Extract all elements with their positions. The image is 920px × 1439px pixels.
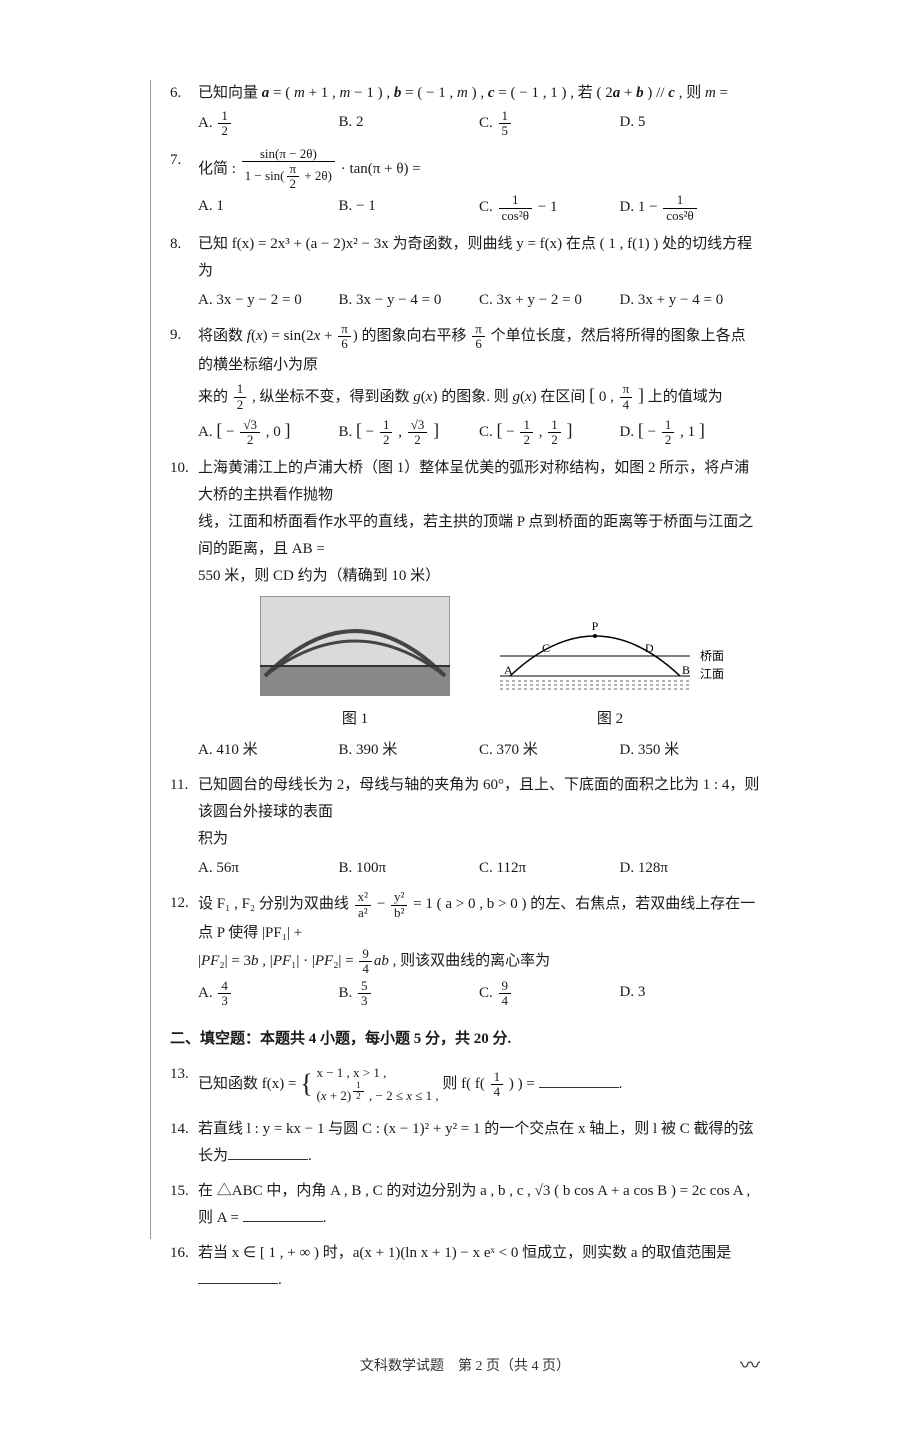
fig1-label: 图 1 bbox=[260, 706, 450, 733]
q8-stem: 已知 f(x) = 2x³ + (a − 2)x² − 3x 为奇函数，则曲线 … bbox=[198, 231, 760, 285]
q11-stem2: 积为 bbox=[198, 826, 760, 853]
label-C: C bbox=[542, 641, 550, 655]
q8-choice-a: A. 3x − y − 2 = 0 bbox=[198, 287, 339, 314]
label-A: A bbox=[504, 663, 513, 677]
bridge-diagram-icon: P C D 桥面 A B 江面 bbox=[490, 606, 730, 696]
q10-choice-c: C. 370 米 bbox=[479, 737, 620, 764]
q9-choice-a: A. [ − √32 , 0 ] bbox=[198, 414, 339, 447]
q12-choice-c: C. 94 bbox=[479, 979, 620, 1009]
q12-choice-b: B. 53 bbox=[339, 979, 480, 1009]
q10-choice-a: A. 410 米 bbox=[198, 737, 339, 764]
q6-choice-a: A. 12 bbox=[198, 109, 339, 139]
q9-choice-c: C. [ − 12 , 12 ] bbox=[479, 414, 620, 447]
fig2-label: 图 2 bbox=[490, 706, 730, 733]
question-6: 6. 已知向量 a = ( m + 1 , m − 1 ) , b = ( − … bbox=[170, 80, 760, 139]
q12-choice-a: A. 43 bbox=[198, 979, 339, 1009]
q8-num: 8. bbox=[170, 231, 198, 258]
page-footer: 文科数学试题 第 2 页（共 4 页） 〰 bbox=[170, 1354, 760, 1379]
q7-choice-b: B. − 1 bbox=[339, 193, 480, 223]
question-7: 7. 化简 : sin(π − 2θ)1 − sin(π2 + 2θ) · ta… bbox=[170, 147, 760, 223]
wave-icon: 〰 bbox=[740, 1348, 760, 1384]
q8-choice-c: C. 3x + y − 2 = 0 bbox=[479, 287, 620, 314]
question-14: 14. 若直线 l : y = kx − 1 与圆 C : (x − 1)² +… bbox=[170, 1116, 760, 1170]
q11-stem1: 已知圆台的母线长为 2，母线与轴的夹角为 60°，且上、下底面的面积之比为 1 … bbox=[198, 772, 760, 826]
q16-num: 16. bbox=[170, 1240, 198, 1267]
q9-num: 9. bbox=[170, 322, 198, 349]
section-2-title: 二、填空题：本题共 4 小题，每小题 5 分，共 20 分. bbox=[170, 1026, 760, 1053]
exam-page: 6. 已知向量 a = ( m + 1 , m − 1 ) , b = ( − … bbox=[0, 0, 920, 1439]
q13-case1: x − 1 , x > 1 , bbox=[316, 1065, 386, 1080]
q15-stem: 在 △ABC 中，内角 A , B , C 的对边分别为 a , b , c ,… bbox=[198, 1178, 760, 1232]
label-D: D bbox=[645, 641, 654, 655]
q11-choice-b: B. 100π bbox=[339, 855, 480, 882]
q7-frac-den: 1 − sin(π2 + 2θ) bbox=[242, 161, 335, 192]
q11-num: 11. bbox=[170, 772, 198, 799]
q9-choice-b: B. [ − 12 , √32 ] bbox=[339, 414, 480, 447]
q13-blank bbox=[539, 1072, 619, 1088]
q6-choice-d: D. 5 bbox=[620, 109, 761, 139]
question-16: 16. 若当 x ∈ [ 1 , + ∞ ) 时，a(x + 1)(ln x +… bbox=[170, 1240, 760, 1294]
q11-choice-a: A. 56π bbox=[198, 855, 339, 882]
q8-choice-b: B. 3x − y − 4 = 0 bbox=[339, 287, 480, 314]
q13-case2: (x + 2)12 , − 2 ≤ x ≤ 1 , bbox=[316, 1088, 438, 1103]
q9-stem1: 将函数 f(x) = sin(2x + π6) 的图象向右平移 π6 个单位长度… bbox=[198, 322, 760, 379]
q14-num: 14. bbox=[170, 1116, 198, 1143]
q7-choice-a: A. 1 bbox=[198, 193, 339, 223]
q13-stem: 已知函数 f(x) = { x − 1 , x > 1 , (x + 2)12 … bbox=[198, 1061, 760, 1108]
q7-lead: 化简 : bbox=[198, 160, 236, 176]
q6-num: 6. bbox=[170, 80, 198, 107]
q15-num: 15. bbox=[170, 1178, 198, 1205]
q12-num: 12. bbox=[170, 890, 198, 917]
q9-choice-d: D. [ − 12 , 1 ] bbox=[620, 414, 761, 447]
q12-stem2: |PF₂| = 3b , |PF₁| · |PF₂| = 94ab , 则该双曲… bbox=[198, 947, 760, 977]
question-15: 15. 在 △ABC 中，内角 A , B , C 的对边分别为 a , b ,… bbox=[170, 1178, 760, 1232]
figure-2: P C D 桥面 A B 江面 图 2 bbox=[490, 606, 730, 733]
q7-choice-d: D. 1 − 1cos²θ bbox=[620, 193, 761, 223]
q7-frac-num: sin(π − 2θ) bbox=[242, 147, 335, 161]
q13-num: 13. bbox=[170, 1061, 198, 1088]
q8-choice-d: D. 3x + y − 4 = 0 bbox=[620, 287, 761, 314]
q10-figures: 图 1 P C D 桥面 A B 江面 bbox=[260, 596, 760, 733]
question-12: 12. 设 F₁ , F₂ 分别为双曲线 x²a² − y²b² = 1 ( a… bbox=[170, 890, 760, 1008]
q10-choice-b: B. 390 米 bbox=[339, 737, 480, 764]
question-9: 9. 将函数 f(x) = sin(2x + π6) 的图象向右平移 π6 个单… bbox=[170, 322, 760, 447]
q6-choice-c: C. 15 bbox=[479, 109, 620, 139]
question-10: 10. 上海黄浦江上的卢浦大桥（图 1）整体呈优美的弧形对称结构，如图 2 所示… bbox=[170, 455, 760, 764]
q7-num: 7. bbox=[170, 147, 198, 174]
q14-stem: 若直线 l : y = kx − 1 与圆 C : (x − 1)² + y² … bbox=[198, 1116, 760, 1170]
q10-choice-d: D. 350 米 bbox=[620, 737, 761, 764]
q6-choice-b: B. 2 bbox=[339, 109, 480, 139]
label-jiang: 江面 bbox=[700, 667, 724, 681]
q10-stem3: 550 米，则 CD 约为（精确到 10 米） bbox=[198, 563, 760, 590]
q16-blank bbox=[198, 1268, 278, 1284]
q11-choice-c: C. 112π bbox=[479, 855, 620, 882]
q10-stem1: 上海黄浦江上的卢浦大桥（图 1）整体呈优美的弧形对称结构，如图 2 所示，将卢浦… bbox=[198, 455, 760, 509]
footer-text: 文科数学试题 第 2 页（共 4 页） bbox=[360, 1359, 570, 1374]
q12-choice-d: D. 3 bbox=[620, 979, 761, 1009]
label-P: P bbox=[592, 619, 599, 633]
q10-num: 10. bbox=[170, 455, 198, 482]
label-B: B bbox=[682, 663, 690, 677]
question-8: 8. 已知 f(x) = 2x³ + (a − 2)x² − 3x 为奇函数，则… bbox=[170, 231, 760, 314]
question-11: 11. 已知圆台的母线长为 2，母线与轴的夹角为 60°，且上、下底面的面积之比… bbox=[170, 772, 760, 882]
q15-blank bbox=[243, 1206, 323, 1222]
q14-blank bbox=[228, 1144, 308, 1160]
q7-tail: · tan(π + θ) = bbox=[341, 160, 421, 176]
q7-stem: 化简 : sin(π − 2θ)1 − sin(π2 + 2θ) · tan(π… bbox=[198, 147, 760, 192]
figure-1: 图 1 bbox=[260, 596, 450, 733]
q11-choice-d: D. 128π bbox=[620, 855, 761, 882]
label-qiao: 桥面 bbox=[700, 649, 724, 663]
question-13: 13. 已知函数 f(x) = { x − 1 , x > 1 , (x + 2… bbox=[170, 1061, 760, 1108]
q16-stem: 若当 x ∈ [ 1 , + ∞ ) 时，a(x + 1)(ln x + 1) … bbox=[198, 1240, 760, 1294]
left-margin-rule bbox=[150, 80, 151, 1239]
q9-stem2: 来的 12 , 纵坐标不变，得到函数 g(x) 的图象. 则 g(x) 在区间 … bbox=[198, 379, 760, 412]
q6-stem: 已知向量 a = ( m + 1 , m − 1 ) , b = ( − 1 ,… bbox=[198, 80, 760, 107]
q12-stem1: 设 F₁ , F₂ 分别为双曲线 x²a² − y²b² = 1 ( a > 0… bbox=[198, 890, 760, 947]
q7-choice-c: C. 1cos²θ − 1 bbox=[479, 193, 620, 223]
q10-stem2: 线，江面和桥面看作水平的直线，若主拱的顶端 P 点到桥面的距离等于桥面与江面之间… bbox=[198, 509, 760, 563]
bridge-photo-icon bbox=[260, 596, 450, 696]
